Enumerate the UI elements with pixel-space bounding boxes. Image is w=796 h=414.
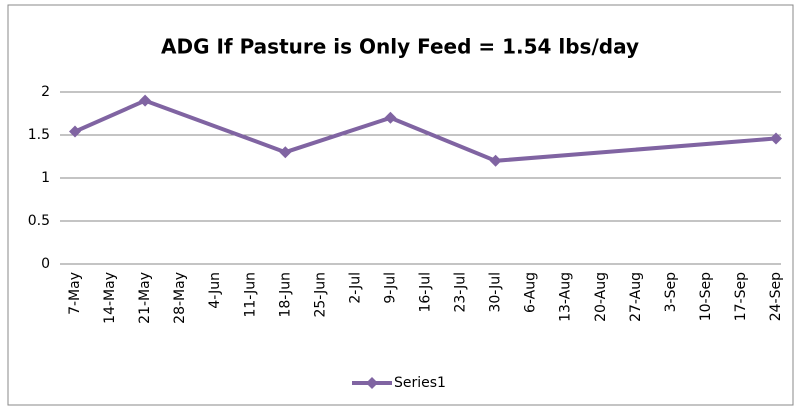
x-tick-label: 25-Jun — [312, 272, 328, 318]
x-tick-label: 16-Jul — [418, 272, 434, 313]
y-tick-label: 2 — [41, 84, 50, 100]
series-line — [74, 98, 777, 163]
x-tick-label: 23-Jul — [453, 272, 469, 313]
data-point — [279, 146, 292, 159]
x-tick-label: 9-Jul — [382, 272, 398, 304]
data-point — [384, 111, 397, 124]
x-tick-label: 14-May — [102, 272, 118, 324]
x-tick-label: 11-Jun — [242, 272, 258, 318]
x-tick-label: 4-Jun — [207, 272, 223, 309]
y-tick-label: 0 — [41, 256, 50, 272]
legend-label: Series1 — [394, 375, 446, 391]
x-tick-label: 21-May — [137, 272, 153, 324]
x-tick-label: 3-Sep — [663, 272, 679, 312]
x-tick-label: 30-Jul — [488, 272, 504, 313]
x-tick-label: 13-Aug — [558, 272, 574, 322]
x-tick-label: 27-Aug — [628, 272, 644, 322]
x-tick-label: 6-Aug — [523, 272, 539, 313]
x-tick-label: 28-May — [172, 272, 188, 324]
chart-border — [7, 4, 794, 406]
data-point — [69, 125, 81, 138]
x-tick-label: 7-May — [67, 272, 83, 315]
y-tick-label: 1 — [41, 170, 50, 186]
data-point — [139, 94, 152, 107]
x-tick-label: 2-Jul — [347, 272, 363, 304]
x-tick-label: 18-Jun — [277, 272, 293, 318]
y-tick-label: 0.5 — [28, 213, 50, 229]
y-tick-label: 1.5 — [28, 127, 50, 143]
x-tick-label: 10-Sep — [698, 272, 714, 321]
x-tick-label: 20-Aug — [593, 272, 609, 322]
x-tick-label: 24-Sep — [768, 272, 784, 321]
data-point — [489, 154, 502, 167]
x-tick-label: 17-Sep — [733, 272, 749, 321]
legend-marker — [366, 377, 378, 389]
chart-title: ADG If Pasture is Only Feed = 1.54 lbs/d… — [161, 35, 639, 59]
data-point — [770, 132, 782, 145]
